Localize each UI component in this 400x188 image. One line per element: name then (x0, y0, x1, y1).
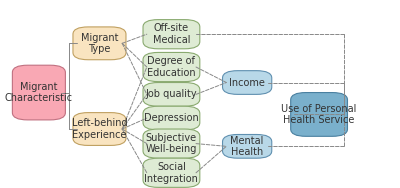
Text: Income: Income (229, 77, 265, 88)
FancyBboxPatch shape (291, 92, 348, 136)
FancyBboxPatch shape (222, 134, 272, 158)
Text: Depression: Depression (144, 113, 199, 123)
FancyBboxPatch shape (143, 129, 200, 158)
FancyBboxPatch shape (143, 20, 200, 49)
FancyBboxPatch shape (143, 52, 200, 82)
FancyBboxPatch shape (143, 158, 200, 187)
FancyBboxPatch shape (143, 106, 200, 130)
Text: Social
Integration: Social Integration (144, 162, 198, 183)
Text: Job quality: Job quality (146, 89, 197, 99)
FancyBboxPatch shape (143, 83, 200, 106)
FancyBboxPatch shape (73, 27, 126, 60)
Text: Off-site
Medical: Off-site Medical (153, 24, 190, 45)
FancyBboxPatch shape (12, 65, 65, 120)
Text: Left-behind
Experience: Left-behind Experience (72, 118, 127, 140)
Text: Migrant
Type: Migrant Type (81, 33, 118, 54)
Text: Use of Personal
Health Service: Use of Personal Health Service (282, 104, 357, 125)
FancyBboxPatch shape (73, 113, 126, 146)
Text: Degree of
Education: Degree of Education (147, 56, 196, 78)
Text: Mental
Health: Mental Health (230, 136, 264, 157)
Text: Subjective
Well-being: Subjective Well-being (146, 133, 197, 154)
Text: Migrant
Characteristic: Migrant Characteristic (5, 82, 73, 103)
FancyBboxPatch shape (222, 71, 272, 94)
